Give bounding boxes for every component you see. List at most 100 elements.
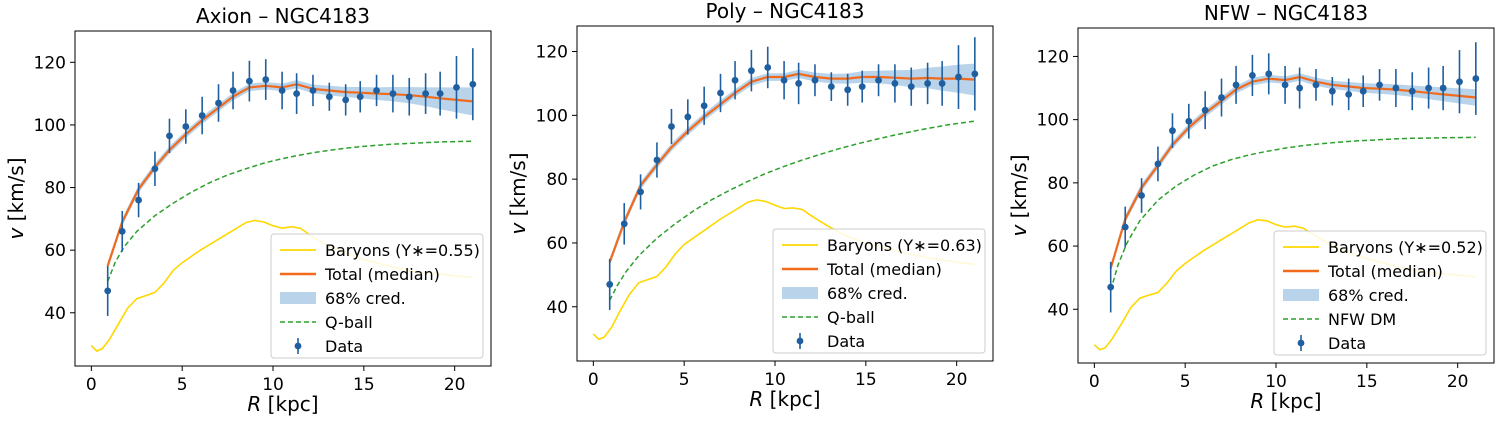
- legend: Baryons (Υ∗=0.55) Total (median) 68% cred.…: [270, 233, 484, 359]
- legend-frame: [772, 228, 986, 354]
- legend-band: 68% cred.: [1283, 286, 1409, 305]
- data-marker: [795, 80, 803, 87]
- data-marker: [891, 80, 899, 87]
- data-point: [151, 151, 159, 186]
- data-marker: [827, 83, 835, 91]
- data-marker: [668, 123, 675, 130]
- data-marker: [293, 90, 301, 98]
- data-point: [1392, 69, 1400, 108]
- total-median-line: [608, 72, 975, 263]
- legend-swatch-marker: [1297, 339, 1305, 347]
- data-marker: [215, 99, 222, 107]
- data-point: [215, 84, 222, 122]
- y-axis-label-symbol: v: [506, 222, 530, 235]
- y-tick-label: 80: [1047, 174, 1069, 194]
- legend-swatch: [782, 287, 818, 299]
- data-marker: [731, 76, 739, 84]
- legend-label: 68% cred.: [827, 284, 908, 303]
- data-marker: [182, 123, 190, 130]
- y-tick-label: 120: [536, 43, 568, 63]
- data-point: [1359, 75, 1367, 108]
- data-marker: [747, 67, 755, 75]
- x-tick-label: 0: [588, 370, 599, 390]
- data-point: [356, 81, 364, 113]
- y-axis-label: v [km/s]: [4, 157, 28, 239]
- data-point: [182, 109, 190, 144]
- data-marker: [955, 73, 962, 81]
- credible-band: [609, 63, 975, 266]
- data-marker: [151, 165, 159, 173]
- y-axis-label-symbol: v: [4, 227, 28, 240]
- x-axis-label-unit: [kpc]: [1264, 389, 1321, 413]
- data-marker: [436, 90, 444, 98]
- data-point: [747, 49, 755, 92]
- y-tick-label: 100: [34, 116, 66, 136]
- data-point: [907, 67, 915, 106]
- legend-label: Data: [827, 332, 865, 351]
- y-tick-label: 40: [546, 298, 568, 318]
- data-marker: [453, 83, 460, 91]
- y-axis-label-unit: [km/s]: [506, 152, 530, 222]
- data-point: [309, 74, 317, 107]
- chart-panel-2: 0 5 10 15 20 40 60 80 100 120 Poly – NGC4183 R [kpc…: [506, 0, 994, 411]
- data-marker: [389, 90, 397, 98]
- data-marker: [405, 93, 413, 101]
- data-point: [293, 73, 301, 114]
- data-point: [1408, 72, 1416, 111]
- data-marker: [1248, 72, 1256, 79]
- y-axis-label-unit: [km/s]: [4, 157, 28, 227]
- data-point: [1265, 53, 1273, 95]
- legend-data: Data: [294, 337, 363, 356]
- data-marker: [1456, 78, 1463, 86]
- data-point: [1425, 67, 1433, 109]
- data-marker: [356, 93, 364, 101]
- data-marker: [422, 90, 430, 98]
- data-point: [1138, 178, 1145, 213]
- data-marker: [1138, 192, 1145, 199]
- data-point: [827, 72, 835, 101]
- y-axis-label: v [km/s]: [1007, 154, 1031, 236]
- legend: Baryons (Υ∗=0.63) Total (median) 68% cred.…: [772, 228, 986, 354]
- data-point: [1439, 65, 1447, 111]
- data-marker: [764, 64, 772, 71]
- data-marker: [938, 80, 946, 87]
- data-marker: [118, 227, 126, 235]
- data-marker: [858, 83, 866, 91]
- data-marker: [1218, 94, 1225, 101]
- y-tick-label: 100: [1037, 111, 1069, 131]
- legend-label: Baryons (Υ∗=0.63): [827, 236, 982, 255]
- data-marker: [1121, 223, 1129, 231]
- data-point: [1296, 67, 1304, 109]
- data-point: [1169, 113, 1176, 149]
- x-axis-label: R [kpc]: [749, 387, 820, 411]
- y-tick-label: 120: [34, 53, 66, 73]
- legend-swatch-marker: [796, 337, 804, 345]
- x-tick-label: 15: [353, 375, 375, 395]
- data-marker: [166, 132, 173, 140]
- dark-matter-line: [609, 120, 975, 301]
- data-marker: [811, 76, 819, 84]
- data-point: [1154, 146, 1162, 182]
- y-tick-label: 40: [44, 304, 66, 324]
- data-point: [684, 99, 692, 135]
- data-marker: [1425, 84, 1433, 92]
- x-axis-label-unit: [kpc]: [763, 387, 820, 411]
- data-point: [166, 118, 173, 154]
- x-tick-label: 10: [764, 370, 786, 390]
- legend-swatch: [1283, 289, 1319, 301]
- x-tick-label: 5: [177, 375, 188, 395]
- data-marker: [971, 70, 979, 78]
- y-axis-label-unit: [km/s]: [1007, 154, 1031, 224]
- data-marker: [606, 281, 614, 288]
- data-point: [891, 64, 899, 103]
- chart-panel-3: 0 5 10 15 20 40 60 80 100 120 NFW – NGC4183 R [kpc]…: [1007, 1, 1495, 413]
- legend-baryons: Baryons (Υ∗=0.55): [280, 241, 480, 260]
- y-tick-label: 120: [1037, 47, 1069, 67]
- legend-dark-matter: Q-ball: [280, 313, 373, 332]
- data-marker: [245, 77, 253, 85]
- data-point: [1456, 50, 1463, 114]
- data-marker: [637, 188, 644, 196]
- data-point: [700, 86, 708, 125]
- y-tick-label: 60: [1047, 237, 1069, 257]
